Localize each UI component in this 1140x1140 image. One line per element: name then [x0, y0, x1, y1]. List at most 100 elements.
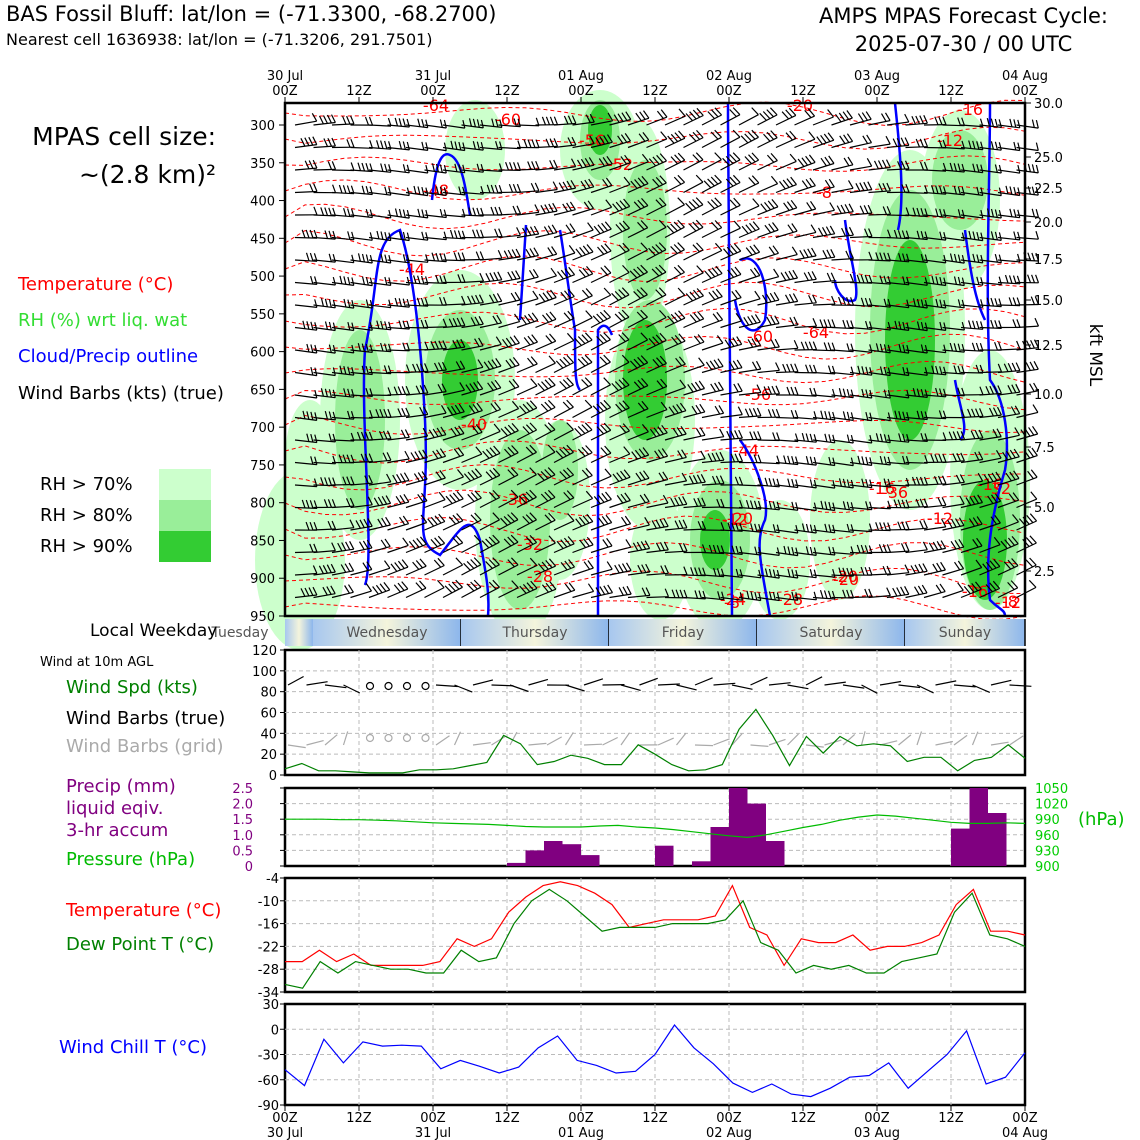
- wind-barb-flag: [677, 219, 685, 228]
- wind-barb: [535, 542, 556, 554]
- wind-barb: [479, 146, 502, 151]
- wind-barb: [831, 187, 854, 194]
- wind-barb-flag: [1035, 209, 1039, 218]
- wind-barb: [683, 411, 705, 419]
- wind-barb-flag: [555, 450, 564, 459]
- wind-barb: [590, 568, 613, 576]
- wind-barb-flag: [581, 424, 589, 433]
- wind-barb-flag: [589, 113, 595, 123]
- wind-barb: [553, 317, 575, 329]
- wind-barb-flag: [641, 153, 649, 163]
- wind-barb-flag: [595, 137, 602, 146]
- wind-barb-flag: [1009, 449, 1016, 459]
- wind-barb: [720, 437, 743, 441]
- wind-barb-flag: [365, 388, 370, 397]
- wind-barb: [368, 236, 391, 242]
- wind-barb: [979, 500, 1001, 509]
- wind-barb-flag: [470, 492, 479, 501]
- wind-barb: [442, 346, 465, 351]
- wind-barb-grid: [342, 731, 349, 746]
- rh90-region: [623, 320, 667, 440]
- wind-barb: [942, 546, 964, 554]
- wind-barb-flag: [883, 252, 888, 261]
- wind-barb: [627, 139, 649, 149]
- wind-barb-flag: [490, 403, 498, 412]
- wind-barb: [923, 504, 946, 509]
- wind-barb: [646, 455, 668, 464]
- wind-barb: [498, 408, 519, 419]
- wind-barb-flag: [693, 498, 699, 507]
- wind-barb-flag: [763, 133, 771, 142]
- wind-barb-flag: [751, 361, 758, 370]
- wind-barb: [997, 477, 1020, 486]
- wind-barb-flag: [922, 541, 928, 551]
- wind-barb-flag: [522, 227, 528, 237]
- wind-barb: [424, 169, 447, 174]
- wind-barb-flag: [943, 254, 947, 264]
- wind-barb: [1016, 214, 1039, 218]
- wind-barb: [775, 277, 798, 284]
- wind-barb-flag: [710, 131, 719, 140]
- wind-barb-flag: [509, 162, 514, 171]
- wind-barb-flag: [678, 496, 684, 506]
- wind-barb: [498, 234, 521, 239]
- wind-barb: [720, 596, 743, 601]
- wind-barb-flag: [571, 115, 577, 124]
- wind-barb-flag: [375, 584, 383, 594]
- wind-barb-flag: [976, 231, 980, 241]
- wind-barb-flag: [425, 232, 429, 241]
- wind-barb-flag: [544, 379, 553, 388]
- wind-barb-flag: [799, 250, 805, 259]
- wind-barb-flag: [997, 363, 1003, 373]
- bottom-time-label: 00Z: [568, 1111, 594, 1126]
- wind-barb-flag: [865, 411, 869, 421]
- wind-barb-flag: [457, 274, 462, 283]
- wind-barb-flag: [540, 403, 549, 412]
- wind-barb-flag: [939, 185, 943, 195]
- wind-barb-flag: [1034, 317, 1040, 327]
- weekday-cell: [313, 619, 461, 646]
- wind-barb-flag: [372, 586, 379, 595]
- wind-barb-flag: [904, 113, 910, 123]
- wind-barb-flag: [808, 294, 813, 304]
- wind-barb-flag: [668, 406, 675, 415]
- wind-barb-flag: [507, 536, 515, 545]
- wind-barb-flag: [342, 454, 347, 463]
- wind-barb-flag: [784, 294, 791, 303]
- wind-barb-flag: [941, 497, 947, 506]
- wind-barb: [609, 227, 630, 239]
- wind-barb-flag: [920, 231, 924, 240]
- wind-barb-flag: [828, 434, 832, 443]
- wind-barb-flag: [314, 299, 318, 308]
- wind-barb-flag: [401, 407, 406, 417]
- wind-barb-flag: [397, 408, 403, 417]
- wind-barb-flag: [332, 276, 336, 286]
- wind-barb-10m: [879, 680, 902, 686]
- wind-barb-flag: [682, 519, 688, 529]
- wind-barb-flag: [680, 425, 687, 435]
- wind-barb-flag: [692, 131, 701, 140]
- wind-barb: [461, 475, 482, 486]
- wind-barb: [572, 295, 593, 306]
- wind-barb-flag: [313, 229, 318, 239]
- wind-barb-flag: [437, 579, 445, 589]
- wind-barb-flag: [795, 569, 799, 579]
- wind-ytick-label: 40: [260, 727, 277, 742]
- wind-barb-flag: [403, 472, 410, 481]
- wind-barb-flag: [476, 207, 481, 216]
- wind-barb-flag: [824, 156, 831, 166]
- wind-barb-flag: [751, 129, 759, 138]
- wind-barb-flag: [618, 334, 626, 343]
- wind-barb: [331, 483, 355, 486]
- wind-barb-flag: [597, 246, 605, 255]
- wind-barb: [350, 504, 373, 509]
- wind-barb-flag: [696, 242, 704, 251]
- wind-barb: [664, 137, 686, 149]
- wind-barb-flag: [596, 313, 604, 322]
- wind-barb-flag: [693, 312, 701, 321]
- precip-bar: [655, 845, 674, 866]
- wind-barb-flag: [529, 534, 538, 543]
- wind-barb-flag: [675, 357, 683, 367]
- wind-barb-flag: [789, 153, 797, 162]
- wind-barb-flag: [485, 560, 493, 569]
